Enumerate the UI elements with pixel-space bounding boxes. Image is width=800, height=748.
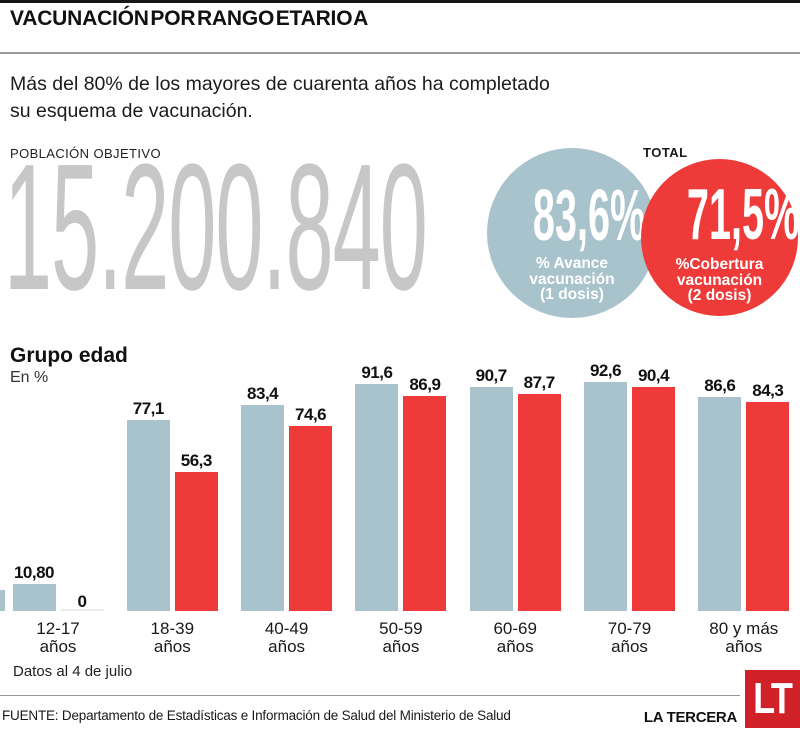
category-label: 70-79 años [573, 620, 687, 655]
chart-unit-label: En % [10, 369, 49, 386]
category-label-line: 12-17 [36, 619, 80, 638]
footer-divider [0, 695, 740, 696]
source-credit: FUENTE: Departamento de Estadísticas e I… [2, 708, 511, 723]
category-label-line: 50-59 [379, 619, 423, 638]
category-label-line: años [268, 636, 306, 656]
bar-dose2 [174, 472, 218, 611]
bar-dose1 [698, 397, 742, 611]
bar-dose1 [12, 584, 56, 611]
bar-dose2 [289, 426, 333, 611]
category-label-line: años [611, 636, 648, 656]
bar-dose1 [126, 420, 170, 611]
chart-title: Grupo edad [10, 344, 128, 367]
edge-bar-fragment [0, 590, 5, 611]
top-rule [0, 0, 800, 3]
bar-dose2 [60, 609, 104, 611]
bar-value-dose2: 0 [77, 592, 87, 611]
bar-dose1 [584, 382, 627, 611]
total-label: TOTAL [643, 145, 688, 160]
dose1-percentage: 83,6% [532, 176, 646, 256]
category-label-line: años [725, 636, 763, 656]
bar-value-dose2: 86,9 [409, 375, 441, 394]
dose1-caption: % Avance vacunación (1 dosis) [529, 255, 615, 303]
category-label: 60-69 años [458, 620, 572, 655]
bar-value-dose2: 74,6 [295, 405, 327, 424]
dose2-percentage: 71,5% [686, 175, 800, 255]
category-label: 50-59 años [344, 620, 458, 655]
bar-dose2 [403, 396, 447, 611]
population-label: POBLACIÓN OBJETIVO [10, 146, 161, 161]
dose2-caption: %Cobertura vacunación (2 dosis) [675, 256, 764, 304]
bar-dose1 [355, 384, 399, 611]
category-label-line: años [382, 636, 420, 656]
category-label-line: 40-49 [264, 619, 309, 638]
bar-dose1 [241, 405, 285, 611]
bar-value-dose1: 77,1 [132, 399, 165, 418]
brand-name: LA TERCERA [643, 709, 737, 726]
category-label: 12-17 años [1, 620, 115, 655]
bar-value-dose1: 91,6 [361, 363, 393, 382]
bar-value-dose2: 87,7 [523, 373, 556, 392]
subtitle-line2: su esquema de vacunación. [10, 100, 253, 122]
subtitle-line1: Más del 80% de los mayores de cuarenta a… [10, 73, 550, 95]
bar-dose2 [746, 402, 790, 611]
lt-logo: LT [745, 670, 800, 728]
subtitle: Más del 80% de los mayores de cuarenta a… [10, 71, 550, 125]
dose2-circle: 71,5% %Cobertura vacunación (2 dosis) [641, 159, 800, 316]
category-label-line: años [496, 636, 534, 656]
bar-value-dose1: 10,80 [13, 563, 55, 582]
lt-logo-text: LT [753, 674, 793, 723]
category-label-line: 70-79 [607, 619, 652, 638]
page-title: VACUNACIÓN POR RANGO ETARIO A [10, 7, 369, 30]
category-label-line: 80 y más [709, 619, 779, 638]
bar-dose2 [517, 394, 561, 611]
bar-value-dose2: 90,4 [637, 366, 670, 385]
category-label-line: años [39, 636, 77, 656]
bar-dose2 [632, 387, 675, 611]
data-note: Datos al 4 de julio [13, 663, 133, 680]
bar-value-dose2: 56,3 [180, 451, 213, 470]
category-label-line: 18-39 [150, 619, 195, 638]
bar-value-dose1: 90,7 [475, 366, 508, 385]
bar-value-dose1: 83,4 [247, 384, 279, 403]
category-label-line: años [153, 636, 191, 656]
population-value: 15.200.840 [4, 138, 800, 318]
bar-value-dose1: 92,6 [589, 361, 622, 380]
category-label: 18-39 años [115, 620, 229, 655]
bar-value-dose2: 84,3 [752, 381, 784, 400]
category-label-line: 60-69 [493, 619, 537, 638]
category-label: 40-49 años [230, 620, 344, 655]
bar-chart: 10,80 0 12-17 años 77,1 56,3 18-39 años 83,4 74,6… [0, 340, 800, 670]
bar-value-dose1: 86,6 [704, 376, 736, 395]
title-divider [0, 52, 800, 54]
bar-dose1 [469, 387, 513, 611]
population-number: 15.200.840 [4, 127, 428, 328]
dose1-circle: 83,6% % Avance vacunación (1 dosis) [487, 148, 657, 318]
category-label: 80 y más años [687, 620, 800, 655]
